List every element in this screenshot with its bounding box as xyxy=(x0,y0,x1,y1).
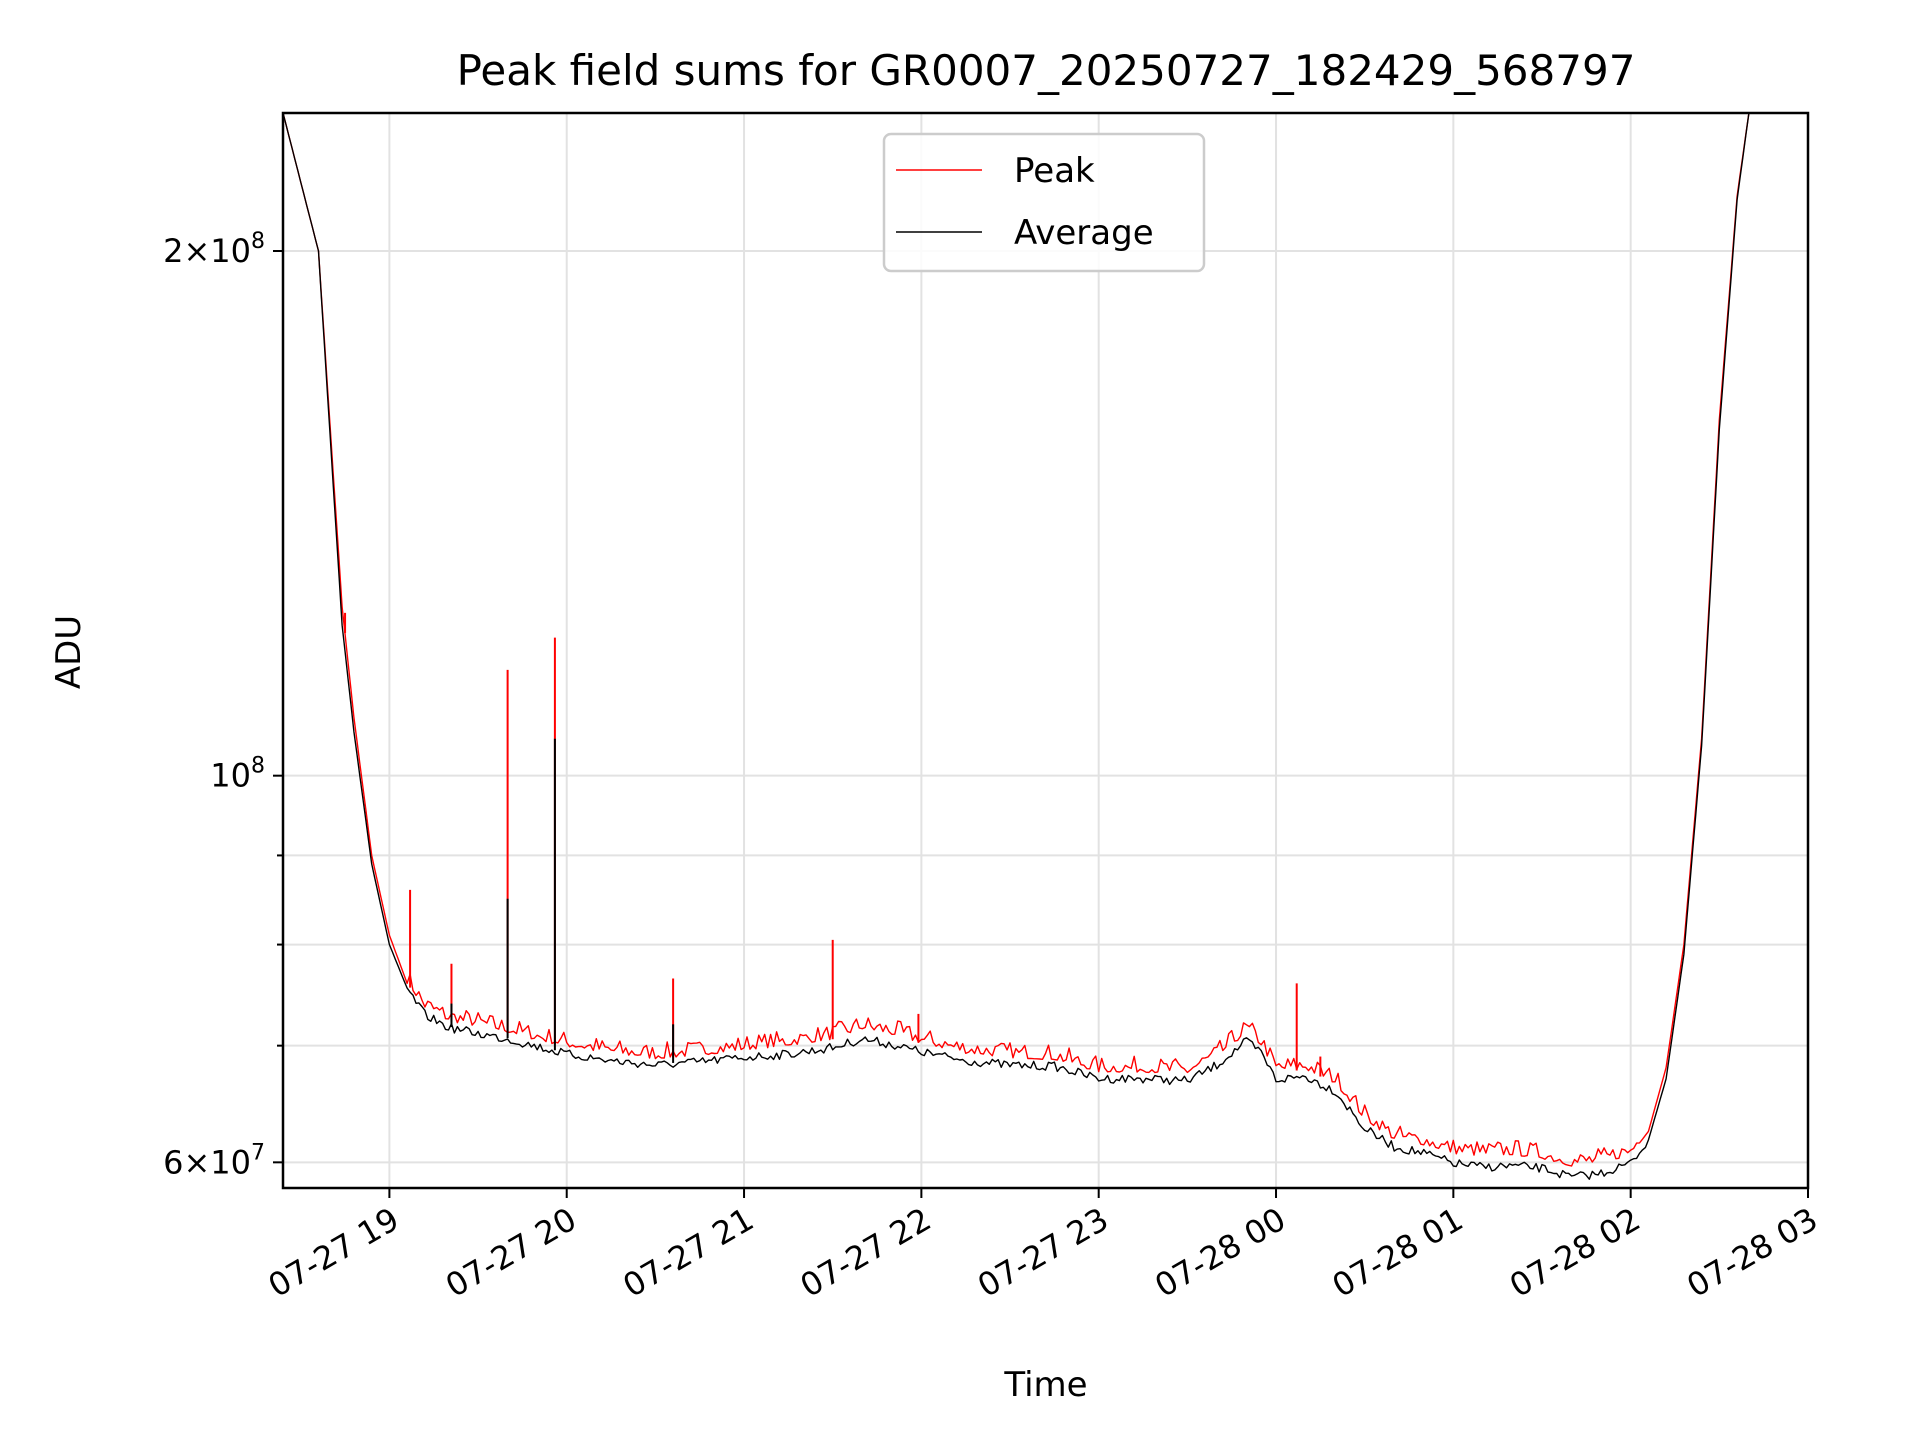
plot-frame xyxy=(281,111,1810,1190)
legend-peak-label: Peak xyxy=(1014,151,1095,191)
legend-average-label: Average xyxy=(1014,213,1154,253)
x-axis-label: Time xyxy=(1003,1365,1087,1405)
y-tick-label: 6×107 xyxy=(163,1140,265,1181)
y-axis-label: ADU xyxy=(49,615,89,689)
plot-series xyxy=(283,113,1750,1180)
legend-box xyxy=(882,132,1206,273)
series-average xyxy=(283,113,1750,1180)
y-axis: 6×107 108 2×108 xyxy=(163,229,283,1181)
series-average-line xyxy=(283,113,1750,1180)
y-tick-label: 2×108 xyxy=(163,229,265,270)
legend: Peak Average xyxy=(882,132,1206,273)
chart-title: Peak field sums for GR0007_20250727_1824… xyxy=(457,46,1636,95)
series-peak-line xyxy=(283,113,1750,1167)
y-tick-label: 108 xyxy=(210,754,265,795)
